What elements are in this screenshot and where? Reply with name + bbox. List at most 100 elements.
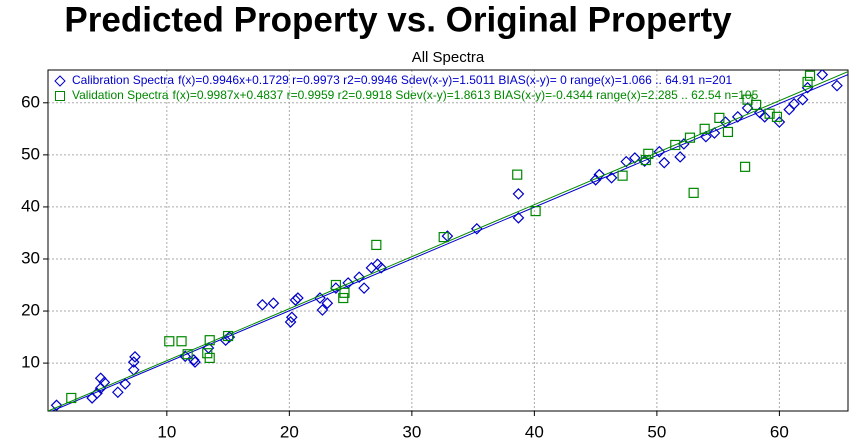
point (605, 171, 618, 184)
point (204, 352, 215, 363)
point (773, 116, 786, 128)
point (700, 130, 712, 143)
point (739, 161, 751, 172)
point (512, 169, 523, 180)
point (182, 349, 193, 360)
legend-entry: Validation Spectra f(x)=0.9987x+0.4837 r=… (72, 88, 759, 102)
point (771, 111, 783, 122)
point (289, 294, 302, 306)
point (802, 76, 813, 88)
point (688, 187, 699, 198)
fit-line (50, 74, 848, 411)
point (330, 282, 342, 294)
point (339, 287, 350, 298)
point (338, 292, 349, 304)
point (50, 399, 63, 411)
chart-subtitle: All Spectra (412, 49, 485, 66)
point (742, 94, 753, 105)
y-tick-label: 30 (21, 248, 40, 267)
point (375, 261, 388, 274)
point (371, 239, 382, 251)
point (816, 70, 829, 81)
point (342, 277, 355, 289)
chart-title: Predicted Property vs. Original Property (64, 0, 732, 39)
point (758, 111, 771, 123)
point (119, 378, 132, 390)
point (285, 311, 298, 324)
x-tick-label: 20 (280, 422, 299, 441)
point (764, 108, 775, 119)
point (129, 351, 141, 363)
point (751, 99, 762, 110)
point (353, 271, 366, 284)
point (831, 79, 843, 92)
x-tick-label: 60 (770, 422, 789, 441)
point (256, 298, 269, 311)
point (66, 392, 77, 404)
point (111, 386, 124, 399)
point (593, 168, 606, 181)
point (804, 70, 816, 81)
point (292, 292, 304, 304)
point (741, 102, 754, 114)
point (708, 127, 721, 139)
point (219, 334, 232, 347)
y-tick-label: 20 (21, 301, 40, 320)
point (316, 304, 329, 316)
x-tick-label: 10 (157, 422, 176, 441)
point (94, 372, 107, 385)
point (722, 126, 734, 138)
y-tick-label: 50 (21, 144, 40, 163)
y-tick-label: 10 (21, 353, 40, 372)
plot-frame (47, 69, 849, 412)
point (314, 292, 326, 304)
point (788, 97, 800, 110)
point (284, 316, 297, 328)
point (512, 188, 525, 200)
point (617, 170, 628, 181)
y-tick-label: 60 (21, 92, 40, 111)
point (204, 335, 215, 346)
plot (48, 70, 848, 411)
legend-marker (55, 91, 65, 101)
point (371, 258, 384, 271)
point (189, 356, 201, 368)
point (640, 154, 651, 166)
x-tick-label: 40 (525, 422, 544, 441)
legend-name: Validation Spectra (72, 88, 169, 102)
point (470, 222, 483, 235)
point (164, 336, 175, 347)
point (620, 155, 633, 168)
x-tick-label: 50 (647, 422, 666, 441)
point (783, 103, 796, 116)
legend-stats: f(x)=0.9987x+0.4837 r=0.9959 r2=0.9918 S… (173, 88, 759, 102)
point (699, 123, 710, 134)
point (330, 279, 342, 291)
legend-entry: Calibration Spectra f(x)=0.9946x+0.1729 r… (72, 73, 733, 87)
y-tick-label: 40 (21, 196, 40, 215)
point (714, 112, 725, 123)
point (658, 156, 671, 169)
point (438, 232, 449, 243)
point (267, 297, 280, 310)
point (731, 111, 744, 123)
point (176, 336, 187, 347)
point (643, 148, 654, 159)
point (222, 330, 234, 342)
point (674, 151, 687, 163)
point (530, 205, 541, 217)
point (628, 152, 641, 164)
x-tick-label: 30 (402, 422, 421, 441)
point (684, 132, 696, 143)
point (321, 297, 334, 310)
legend-marker (54, 75, 66, 87)
point (358, 282, 370, 294)
point (796, 93, 809, 106)
point (589, 174, 602, 186)
point (512, 212, 525, 224)
legend-name: Calibration Spectra (72, 73, 174, 87)
point (365, 261, 378, 274)
point (670, 139, 681, 151)
legend-stats: f(x)=0.9946x+0.1729 r=0.9973 r2=0.9946 S… (178, 73, 732, 87)
